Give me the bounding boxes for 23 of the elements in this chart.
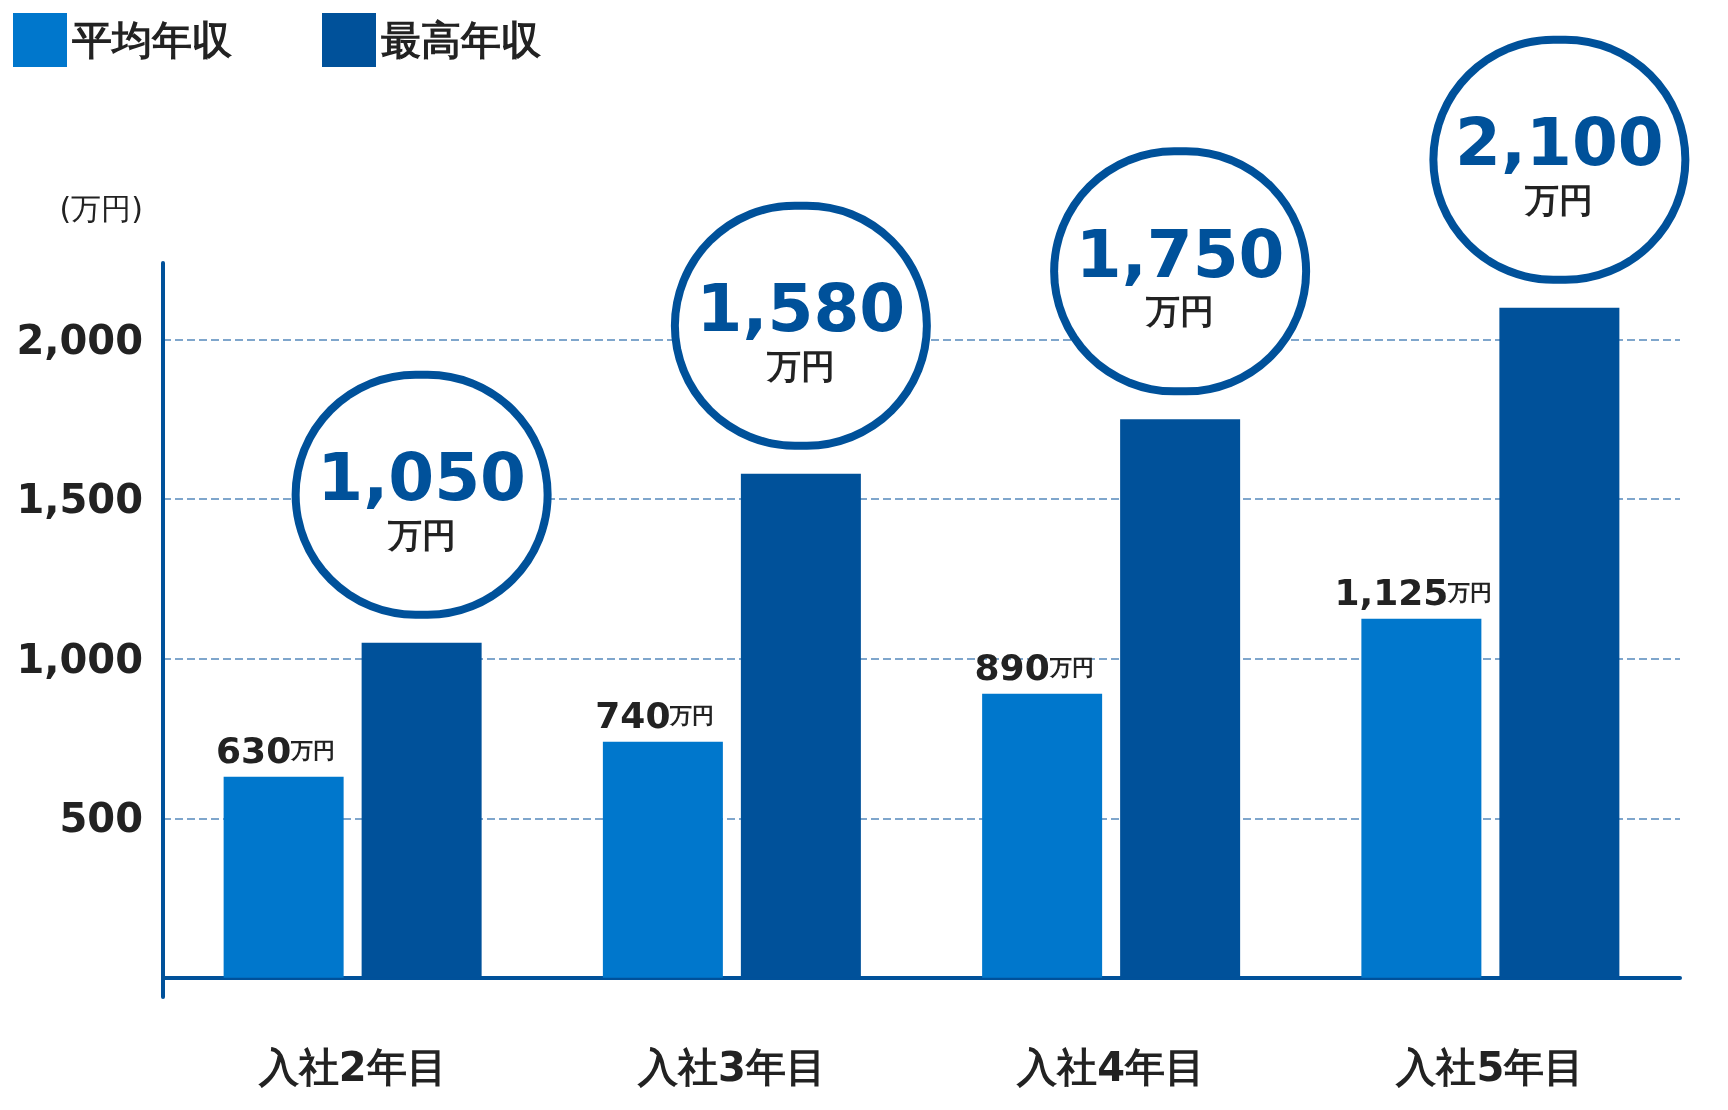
- data-label: 630万円: [216, 730, 336, 772]
- y-tick-label: 500: [59, 795, 143, 842]
- y-axis-title: (万円): [59, 190, 143, 226]
- bar: [1361, 618, 1482, 978]
- y-tick-label: 1,500: [16, 476, 143, 523]
- x-tick-label: 入社2年目: [257, 1044, 447, 1090]
- data-label: 1,750万円: [1075, 215, 1285, 332]
- data-label: 890万円: [974, 647, 1094, 689]
- bar: [982, 693, 1103, 978]
- x-tick-label: 入社5年目: [1395, 1044, 1585, 1090]
- data-label: 740万円: [595, 695, 715, 737]
- legend-label: 最高年収: [381, 17, 542, 63]
- y-tick-label: 2,000: [16, 316, 143, 363]
- data-label: 1,580万円: [696, 270, 906, 386]
- x-tick-label: 入社3年目: [636, 1044, 826, 1090]
- data-label: 1,125万円: [1334, 572, 1493, 614]
- y-tick-label: 1,000: [16, 635, 143, 682]
- x-tick-label: 入社4年目: [1016, 1044, 1206, 1090]
- data-label: 2,100万円: [1454, 104, 1664, 220]
- data-label: 1,050万円: [317, 439, 527, 555]
- bar: [602, 741, 723, 978]
- legend-label: 平均年収: [71, 17, 233, 63]
- bar: [223, 776, 344, 978]
